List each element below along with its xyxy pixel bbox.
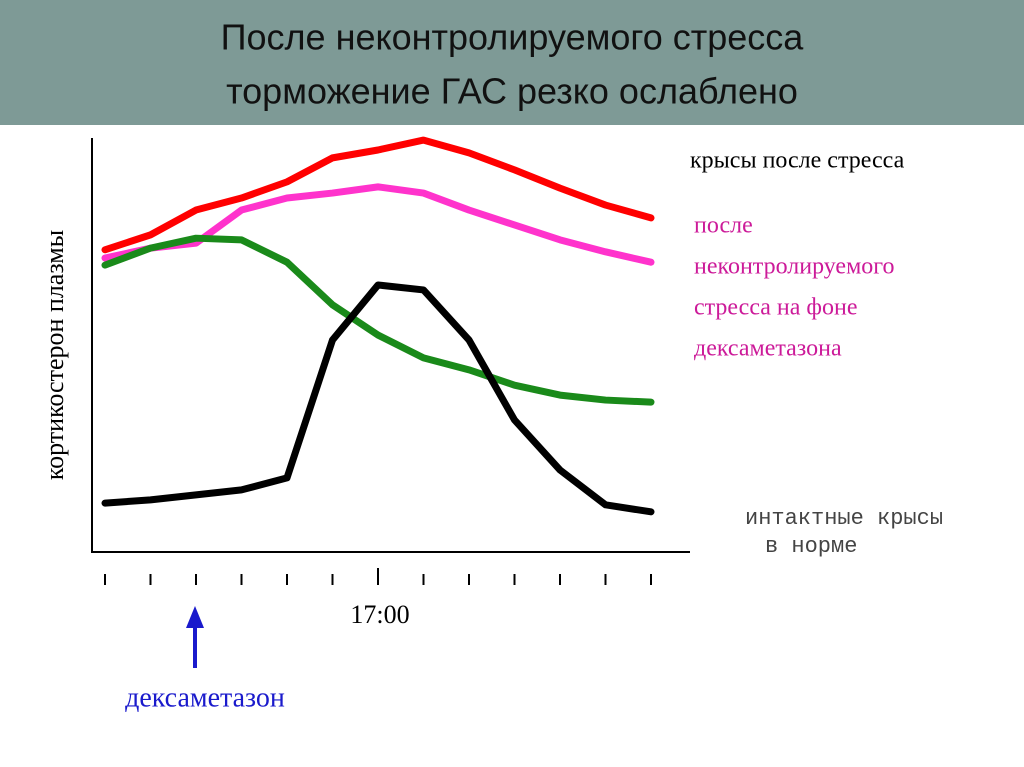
title-line: торможение ГАС резко ослаблено xyxy=(226,71,798,112)
series-line xyxy=(101,136,655,254)
legend-label: неконтролируемого xyxy=(694,254,895,280)
series-line xyxy=(101,234,655,406)
series-line xyxy=(101,281,655,516)
legend-label: интактные крысы xyxy=(745,506,943,531)
title-line: После неконтролируемого стресса xyxy=(221,17,805,58)
y-axis-label: кортикостерон плазмы xyxy=(40,230,69,480)
legend-label: после xyxy=(694,213,753,239)
legend-label: стресса на фоне xyxy=(694,295,857,321)
series-line xyxy=(101,183,655,266)
annotation: дексаметазон xyxy=(125,682,285,713)
legend-label: крысы после стресса xyxy=(690,148,905,174)
legend-label: в норме xyxy=(765,534,857,559)
arrow-head xyxy=(186,606,204,628)
legend-label: дексаметазона xyxy=(694,336,842,362)
x-tick-label: 17:00 xyxy=(350,600,409,629)
header-band xyxy=(0,0,1024,125)
